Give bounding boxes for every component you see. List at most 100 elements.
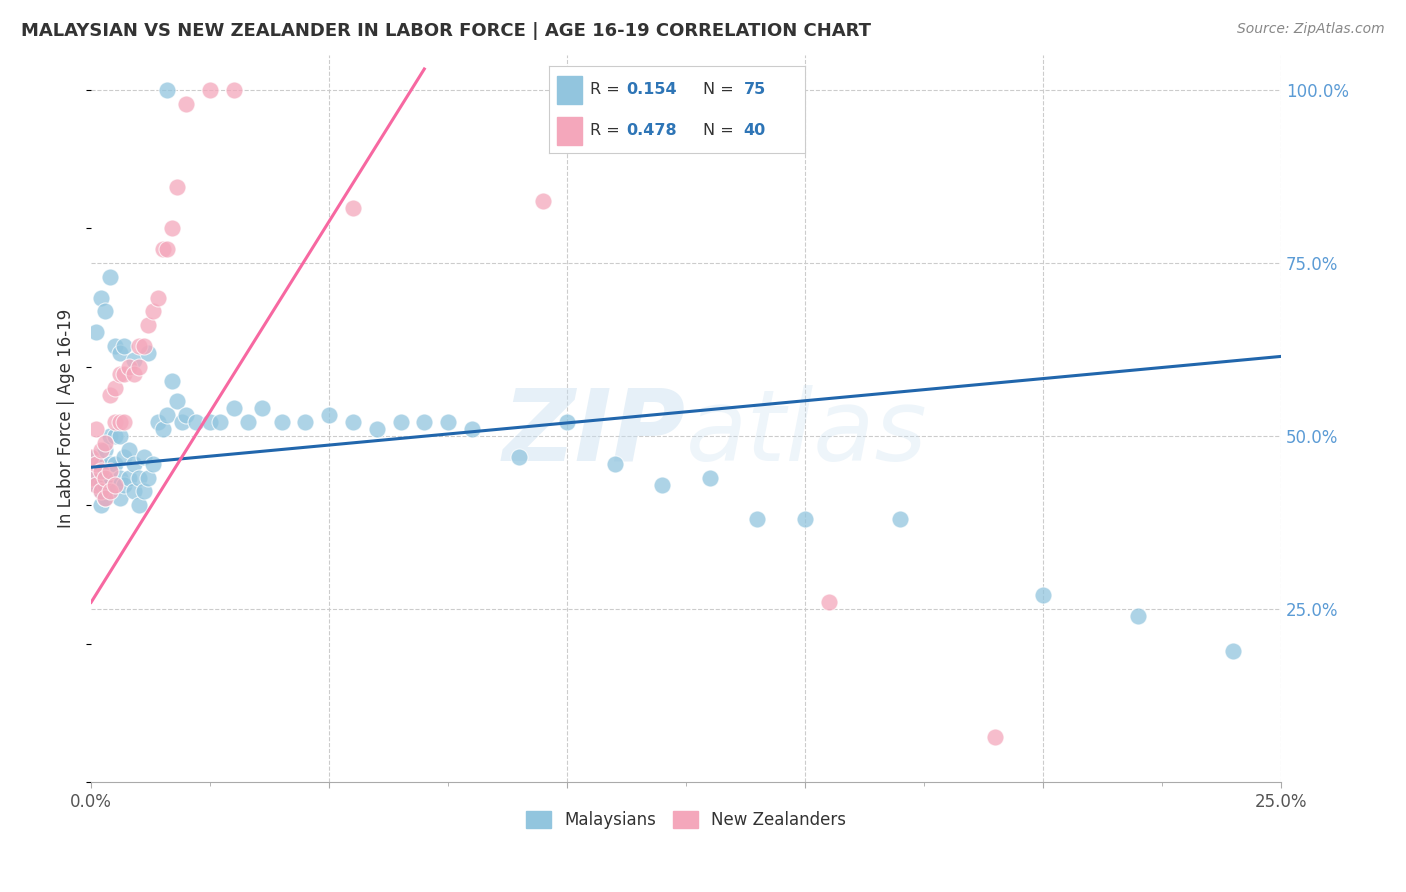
- Point: [114, 415, 136, 429]
- Point: [84, 457, 107, 471]
- Point: [90, 457, 112, 471]
- Point: [128, 470, 150, 484]
- Point: [98, 457, 121, 471]
- Point: [160, 221, 183, 235]
- Point: [342, 201, 364, 215]
- Point: [108, 367, 131, 381]
- Point: [1222, 644, 1244, 658]
- Point: [84, 422, 107, 436]
- Point: [531, 194, 554, 208]
- Point: [94, 436, 117, 450]
- Point: [208, 415, 231, 429]
- Point: [136, 346, 159, 360]
- Point: [98, 429, 121, 443]
- Text: Source: ZipAtlas.com: Source: ZipAtlas.com: [1237, 22, 1385, 37]
- Text: MALAYSIAN VS NEW ZEALANDER IN LABOR FORCE | AGE 16-19 CORRELATION CHART: MALAYSIAN VS NEW ZEALANDER IN LABOR FORC…: [21, 22, 872, 40]
- Point: [437, 415, 460, 429]
- Point: [104, 415, 127, 429]
- Point: [84, 477, 107, 491]
- Point: [142, 304, 165, 318]
- Point: [1032, 588, 1054, 602]
- Point: [98, 387, 121, 401]
- Point: [508, 450, 530, 464]
- Point: [184, 415, 207, 429]
- Point: [389, 415, 412, 429]
- Point: [142, 457, 165, 471]
- Point: [108, 346, 131, 360]
- Point: [122, 352, 145, 367]
- Text: atlas: atlas: [686, 384, 928, 482]
- Point: [84, 325, 107, 339]
- Point: [122, 457, 145, 471]
- Point: [90, 484, 112, 499]
- Point: [128, 359, 150, 374]
- Point: [114, 450, 136, 464]
- Point: [170, 415, 193, 429]
- Point: [80, 470, 103, 484]
- Point: [98, 269, 121, 284]
- Point: [118, 442, 141, 457]
- Point: [104, 477, 127, 491]
- Point: [651, 477, 673, 491]
- Point: [94, 491, 117, 506]
- Point: [98, 470, 121, 484]
- Point: [413, 415, 436, 429]
- Point: [104, 429, 127, 443]
- Point: [366, 422, 388, 436]
- Point: [889, 512, 911, 526]
- Y-axis label: In Labor Force | Age 16-19: In Labor Force | Age 16-19: [58, 310, 75, 528]
- Point: [80, 457, 103, 471]
- Point: [94, 477, 117, 491]
- Point: [555, 415, 578, 429]
- Point: [108, 415, 131, 429]
- Point: [84, 477, 107, 491]
- Point: [128, 499, 150, 513]
- Point: [156, 409, 179, 423]
- Point: [238, 415, 260, 429]
- Text: ZIP: ZIP: [503, 384, 686, 482]
- Point: [176, 409, 198, 423]
- Point: [114, 477, 136, 491]
- Point: [146, 291, 169, 305]
- Point: [222, 401, 245, 416]
- Point: [98, 464, 121, 478]
- Point: [152, 242, 174, 256]
- Point: [104, 381, 127, 395]
- Point: [294, 415, 316, 429]
- Point: [160, 374, 183, 388]
- Point: [90, 442, 112, 457]
- Point: [252, 401, 274, 416]
- Point: [94, 442, 117, 457]
- Point: [166, 394, 188, 409]
- Point: [108, 470, 131, 484]
- Point: [94, 304, 117, 318]
- Point: [198, 83, 221, 97]
- Point: [984, 731, 1007, 745]
- Point: [104, 339, 127, 353]
- Point: [108, 429, 131, 443]
- Point: [94, 491, 117, 506]
- Point: [270, 415, 292, 429]
- Point: [794, 512, 817, 526]
- Point: [166, 179, 188, 194]
- Point: [80, 450, 103, 464]
- Point: [342, 415, 364, 429]
- Point: [114, 367, 136, 381]
- Point: [176, 96, 198, 111]
- Point: [222, 83, 245, 97]
- Point: [603, 457, 626, 471]
- Point: [318, 409, 340, 423]
- Point: [461, 422, 484, 436]
- Point: [136, 318, 159, 333]
- Point: [114, 339, 136, 353]
- Point: [817, 595, 839, 609]
- Point: [118, 470, 141, 484]
- Point: [132, 339, 155, 353]
- Point: [152, 422, 174, 436]
- Point: [90, 291, 112, 305]
- Point: [90, 484, 112, 499]
- Point: [699, 470, 721, 484]
- Point: [90, 477, 112, 491]
- Point: [136, 470, 159, 484]
- Point: [132, 450, 155, 464]
